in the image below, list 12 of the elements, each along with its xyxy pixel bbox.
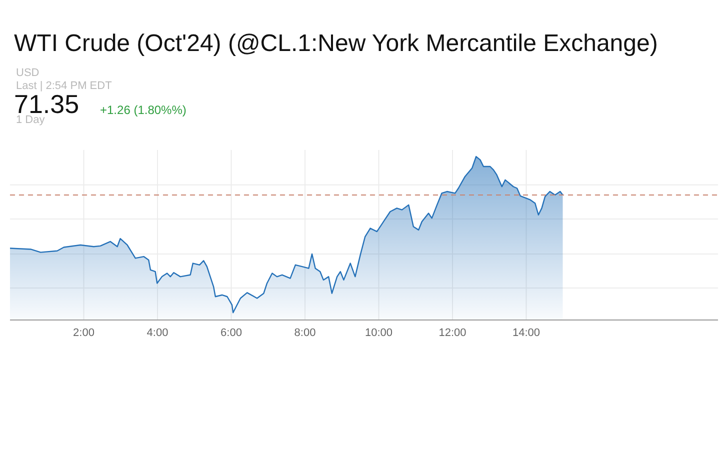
- text: 1 Day: [16, 114, 45, 126]
- x-tick-label: 8:00: [294, 326, 316, 339]
- x-tick-label: 10:00: [364, 326, 393, 339]
- x-tick-label: 14:00: [512, 326, 540, 339]
- chart-title: WTI Crude (Oct'24) (@CL.1:New York Mercantile Exchange): [14, 30, 658, 58]
- text: Last | 2:54 PM EDT: [16, 80, 112, 92]
- text: +1.26 (1.80%%): [100, 103, 186, 117]
- x-tick-label: 6:00: [220, 326, 242, 339]
- x-tick-label: 2:00: [73, 326, 94, 339]
- text: USD: [16, 67, 40, 79]
- x-tick-label: 4:00: [146, 326, 168, 339]
- x-tick-label: 12:00: [438, 326, 466, 339]
